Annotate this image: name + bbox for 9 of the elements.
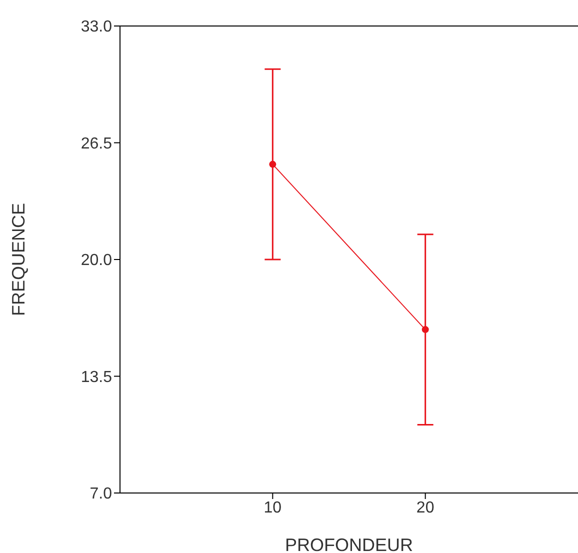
y-tick-label: 13.5 xyxy=(80,368,112,386)
y-tick-label: 33.0 xyxy=(80,18,112,36)
y-tick-label: 7.0 xyxy=(90,486,112,503)
y-tick-label: 26.5 xyxy=(80,135,112,152)
y-tick-label: 20.0 xyxy=(80,252,112,270)
x-tick-label: 10 xyxy=(264,499,282,516)
x-tick-label: 20 xyxy=(416,499,434,516)
x-axis-title: PROFONDEUR xyxy=(284,535,414,553)
y-axis-title: FREQUENCE xyxy=(8,202,28,316)
